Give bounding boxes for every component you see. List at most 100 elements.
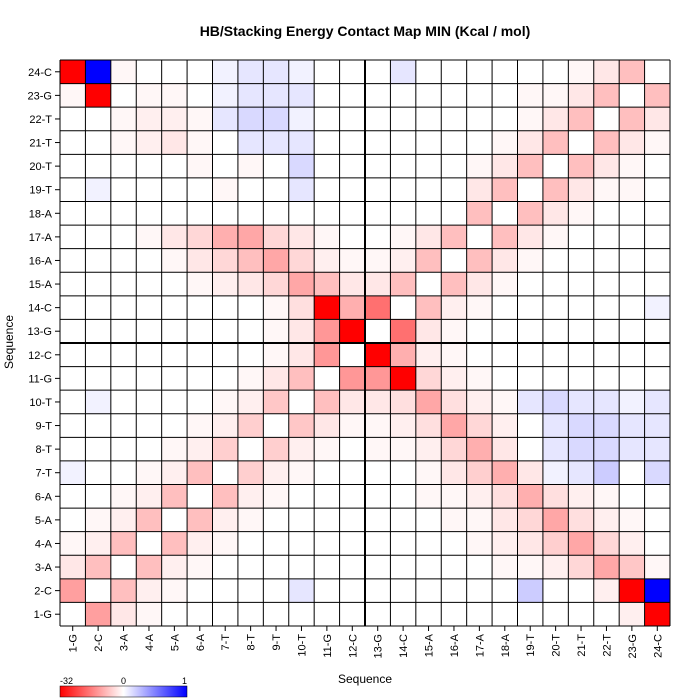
x-tick-label: 15-A [424,633,436,657]
heatmap-cell [365,460,391,485]
heatmap-cell [110,578,137,603]
heatmap-cell [212,413,238,438]
heatmap-cell [314,460,340,485]
heatmap-cell [212,272,238,296]
heatmap-cell [593,484,620,509]
heatmap-cell [85,555,111,579]
heatmap-cell [212,555,238,579]
heatmap-cell [466,366,493,391]
heatmap-cell [161,366,188,391]
heatmap-cell [390,390,416,414]
heatmap-cell [161,177,188,202]
heatmap-cell [237,177,264,202]
heatmap-cell [568,83,594,108]
heatmap-cell [237,60,264,84]
heatmap-cell [415,460,442,485]
heatmap-cell [568,201,594,226]
heatmap-cell [60,555,86,579]
heatmap-cell [136,413,162,438]
heatmap-cell [365,578,391,603]
heatmap-cell [619,60,645,84]
heatmap-cell [60,531,86,556]
heatmap-cell [542,390,569,414]
heatmap-cell [492,390,518,414]
heatmap-cell [110,154,137,178]
heatmap-cell [466,508,493,532]
heatmap-cell [542,366,569,391]
heatmap-cell [517,484,543,509]
heatmap-cell [187,343,213,367]
x-tick-label: 16-A [449,633,461,657]
heatmap-cell [237,154,264,178]
heatmap-cell [161,201,188,226]
heatmap-cell [517,225,543,249]
heatmap-cell [161,225,188,249]
heatmap-cell [441,107,467,131]
heatmap-cell [441,437,467,461]
heatmap-cell [365,130,391,155]
heatmap-cell [568,319,594,343]
heatmap-cell [212,578,238,603]
heatmap-cell [619,295,645,320]
y-axis-label: Sequence [2,315,16,369]
heatmap-cell [415,201,442,226]
heatmap-cell [85,508,111,532]
heatmap-cell [593,602,620,626]
heatmap-cell [390,60,416,84]
heatmap-cell [263,508,289,532]
heatmap-cell [644,460,670,485]
heatmap-cell [237,366,264,391]
heatmap-cell [619,390,645,414]
heatmap-cell [568,508,594,532]
heatmap-cell [212,130,238,155]
heatmap-cell [441,225,467,249]
heatmap-cell [288,154,315,178]
x-tick-label: 21-T [576,634,588,657]
y-tick-label: 19-T [29,185,52,197]
heatmap-cell [288,460,315,485]
heatmap-cell [365,437,391,461]
heatmap-cell [517,177,543,202]
heatmap-cell [161,272,188,296]
heatmap-cell [85,107,111,131]
heatmap-cell [60,484,86,509]
x-tick-label: 5-A [169,633,181,651]
heatmap-cell [263,154,289,178]
heatmap-cell [593,177,620,202]
heatmap-cell [187,130,213,155]
heatmap-cell [110,437,137,461]
heatmap-cell [593,60,620,84]
heatmap-cell [237,484,264,509]
heatmap-cell [492,60,518,84]
heatmap-cell [441,130,467,155]
heatmap-cell [85,177,111,202]
heatmap-cell [136,201,162,226]
x-tick-label: 2-C [93,634,105,652]
heatmap-cell [365,390,391,414]
heatmap-cell [136,154,162,178]
heatmap-cell [339,413,365,438]
heatmap-cell [415,319,442,343]
heatmap-cell [390,248,416,273]
heatmap-cell [314,602,340,626]
heatmap-cell [339,295,365,320]
heatmap-cell [390,484,416,509]
heatmap-cell [136,555,162,579]
heatmap-cell [568,225,594,249]
heatmap-cell [314,484,340,509]
heatmap-cell [136,484,162,509]
heatmap-cell [161,130,188,155]
heatmap-cell [161,508,188,532]
heatmap-cell [263,531,289,556]
heatmap-cell [136,531,162,556]
heatmap-cell [136,225,162,249]
heatmap-cell [263,602,289,626]
heatmap-cell [441,295,467,320]
heatmap-cell [136,366,162,391]
heatmap-cell [466,437,493,461]
heatmap-cell [110,130,137,155]
heatmap-cell [644,154,670,178]
heatmap-cell [593,319,620,343]
heatmap-cell [237,107,264,131]
heatmap-cell [136,343,162,367]
